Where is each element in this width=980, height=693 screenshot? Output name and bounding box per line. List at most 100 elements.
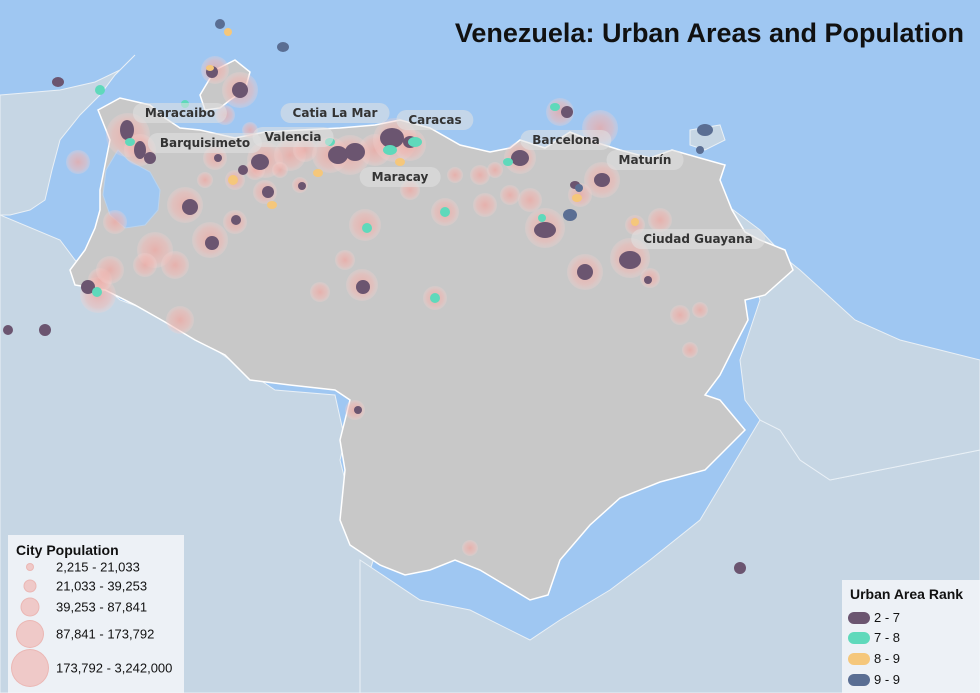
urban-area-shape (52, 77, 64, 87)
urban-area-shape (267, 201, 277, 209)
urban-area-shape (120, 120, 134, 140)
city-label-maracay: Maracay (359, 167, 441, 187)
population-circle (166, 306, 194, 334)
population-legend-circle (26, 563, 34, 571)
urban-area-shape (134, 141, 146, 159)
population-legend-label: 2,215 - 21,033 (56, 559, 140, 575)
urban-area-shape (125, 138, 135, 146)
rank-legend-label: 9 - 9 (874, 672, 901, 687)
urban-area-shape (251, 154, 269, 170)
urban-area-shape (594, 173, 610, 187)
rank-legend-row: 2 - 7 (842, 610, 980, 628)
lake-maracaibo (102, 149, 161, 229)
urban-area-shape (534, 222, 556, 238)
urban-area-shape (503, 158, 513, 166)
urban-area-shape (619, 251, 641, 269)
population-circle (310, 282, 330, 302)
population-circle (96, 256, 124, 284)
urban-area-shape (144, 152, 156, 164)
urban-area-shape (575, 184, 583, 192)
city-label-catia-la-mar: Catia La Mar (280, 103, 390, 123)
population-legend: City Population 2,215 - 21,033 21,033 - … (8, 535, 184, 693)
urban-area-shape (572, 194, 582, 202)
urban-area-shape (356, 280, 370, 294)
population-circle (470, 165, 490, 185)
urban-area-rank-legend: Urban Area Rank 2 - 7 7 - 8 8 - 9 9 - 9 (842, 580, 980, 693)
rank-swatch (848, 653, 870, 665)
urban-area-shape (215, 19, 225, 29)
rank-legend-label: 8 - 9 (874, 651, 901, 666)
population-circle (692, 302, 708, 318)
colombia-land (0, 54, 136, 216)
population-legend-label: 173,792 - 3,242,000 (56, 660, 173, 676)
urban-area-shape (383, 145, 397, 155)
urban-area-shape (734, 562, 746, 574)
urban-area-shape (328, 146, 348, 164)
population-circle (335, 250, 355, 270)
population-legend-title: City Population (16, 542, 119, 558)
rank-swatch (848, 674, 870, 686)
urban-area-shape (577, 264, 593, 280)
urban-area-shape (3, 325, 13, 335)
population-legend-circle (23, 579, 37, 593)
population-circle (487, 162, 503, 178)
rank-legend-row: 8 - 9 (842, 651, 980, 669)
urban-area-shape (561, 106, 573, 118)
rank-legend-title: Urban Area Rank (850, 586, 964, 602)
urban-area-shape (345, 143, 365, 161)
urban-area-shape (631, 218, 639, 226)
urban-area-shape (205, 236, 219, 250)
population-circle (462, 540, 478, 556)
city-label-maturin: Maturín (606, 150, 684, 170)
population-circle (500, 185, 520, 205)
urban-area-shape (538, 214, 546, 222)
urban-area-shape (277, 42, 289, 52)
urban-area-shape (395, 158, 405, 166)
urban-area-shape (81, 280, 95, 294)
rank-legend-row: 9 - 9 (842, 672, 980, 690)
urban-area-shape (696, 146, 704, 154)
city-label-ciudad-guayana: Ciudad Guayana (631, 229, 765, 249)
urban-area-shape (362, 223, 372, 233)
city-label-valencia: Valencia (252, 127, 334, 147)
city-label-barcelona: Barcelona (520, 130, 612, 150)
urban-area-shape (224, 28, 232, 36)
urban-area-shape (232, 82, 248, 98)
population-circle (473, 193, 497, 217)
urban-area-shape (563, 209, 577, 221)
urban-area-shape (206, 65, 214, 71)
venezuela-land (69, 97, 794, 601)
population-legend-circle (16, 620, 44, 648)
urban-area-shape (697, 124, 713, 136)
urban-area-shape (354, 406, 362, 414)
urban-area-shape (380, 128, 404, 148)
population-legend-label: 87,841 - 173,792 (56, 626, 155, 642)
population-legend-label: 39,253 - 87,841 (56, 599, 148, 615)
population-circle (197, 172, 213, 188)
urban-area-shape (92, 287, 102, 297)
urban-area-shape (231, 215, 241, 225)
city-label-caracas: Caracas (396, 110, 474, 130)
population-circle (272, 162, 288, 178)
urban-area-shape (214, 154, 222, 162)
population-circle (161, 251, 189, 279)
urban-area-shape (262, 186, 274, 198)
city-label-barquisimeto: Barquisimeto (147, 133, 263, 153)
population-circle (518, 188, 542, 212)
urban-area-shape (440, 207, 450, 217)
urban-area-shape (95, 85, 105, 95)
population-circle (682, 342, 698, 358)
urban-area-shape (39, 324, 51, 336)
rank-legend-label: 7 - 8 (874, 630, 901, 645)
rank-legend-label: 2 - 7 (874, 610, 901, 625)
population-legend-label: 21,033 - 39,253 (56, 578, 148, 594)
map-title: Venezuela: Urban Areas and Population (454, 18, 964, 48)
population-circle (670, 305, 690, 325)
urban-area-shape (430, 293, 440, 303)
rank-legend-row: 7 - 8 (842, 630, 980, 648)
urban-areas (3, 19, 746, 574)
population-legend-circle (20, 597, 40, 617)
urban-area-shape (644, 276, 652, 284)
urban-area-shape (182, 199, 198, 215)
urban-area-shape (228, 175, 238, 185)
